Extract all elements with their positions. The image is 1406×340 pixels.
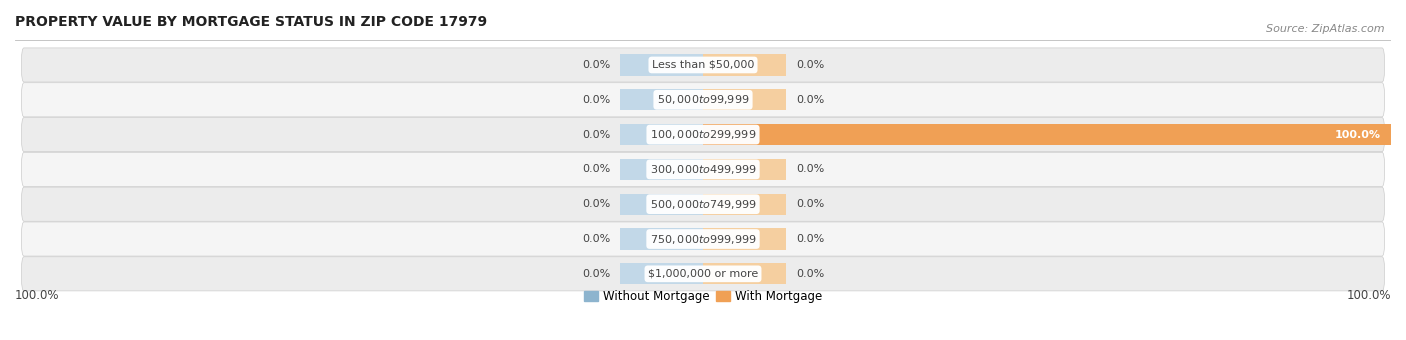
FancyBboxPatch shape [21,83,1385,117]
Text: $1,000,000 or more: $1,000,000 or more [648,269,758,279]
Text: $750,000 to $999,999: $750,000 to $999,999 [650,233,756,245]
Text: 0.0%: 0.0% [582,130,610,140]
Text: $100,000 to $299,999: $100,000 to $299,999 [650,128,756,141]
FancyBboxPatch shape [21,152,1385,186]
Bar [703,228,786,250]
FancyBboxPatch shape [21,187,1385,221]
FancyBboxPatch shape [21,222,1385,256]
Bar [703,124,786,145]
Bar [620,263,703,285]
Text: Source: ZipAtlas.com: Source: ZipAtlas.com [1267,24,1385,34]
Bar [620,228,703,250]
Bar [703,159,786,180]
FancyBboxPatch shape [21,48,1385,82]
Bar [620,159,703,180]
Bar [620,193,703,215]
Text: PROPERTY VALUE BY MORTGAGE STATUS IN ZIP CODE 17979: PROPERTY VALUE BY MORTGAGE STATUS IN ZIP… [15,15,486,29]
Bar [703,193,786,215]
Bar [620,124,703,145]
Bar [703,89,786,110]
Text: 0.0%: 0.0% [796,95,824,105]
Bar [703,54,786,75]
Text: 100.0%: 100.0% [1347,289,1391,302]
Bar [703,263,786,285]
Text: 100.0%: 100.0% [15,289,59,302]
Bar [620,89,703,110]
Text: 0.0%: 0.0% [582,199,610,209]
Text: 0.0%: 0.0% [796,165,824,174]
Text: 0.0%: 0.0% [582,165,610,174]
FancyBboxPatch shape [21,118,1385,152]
Text: 0.0%: 0.0% [796,199,824,209]
Text: 0.0%: 0.0% [796,60,824,70]
Text: 100.0%: 100.0% [1334,130,1381,140]
FancyBboxPatch shape [21,257,1385,291]
Text: 0.0%: 0.0% [582,60,610,70]
Text: $500,000 to $749,999: $500,000 to $749,999 [650,198,756,211]
Text: 0.0%: 0.0% [582,269,610,279]
Text: 0.0%: 0.0% [582,234,610,244]
Text: 0.0%: 0.0% [796,234,824,244]
Bar [620,54,703,75]
Text: $50,000 to $99,999: $50,000 to $99,999 [657,93,749,106]
Legend: Without Mortgage, With Mortgage: Without Mortgage, With Mortgage [579,286,827,308]
Text: 0.0%: 0.0% [582,95,610,105]
Text: $300,000 to $499,999: $300,000 to $499,999 [650,163,756,176]
Text: 0.0%: 0.0% [796,269,824,279]
Text: Less than $50,000: Less than $50,000 [652,60,754,70]
Bar [703,124,1391,145]
